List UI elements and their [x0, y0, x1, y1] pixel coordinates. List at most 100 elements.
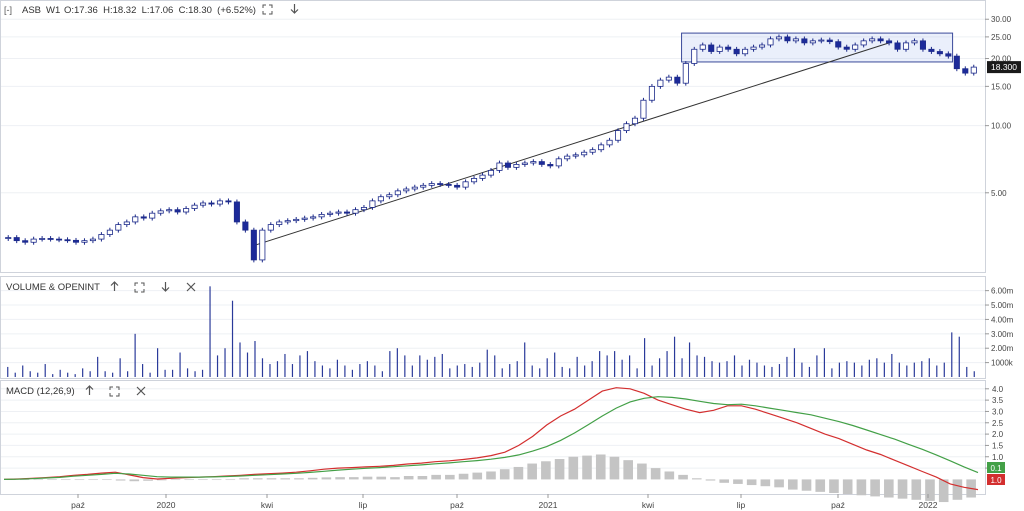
macd-end-tag-bg: [987, 462, 1005, 473]
collapse-icon[interactable]: [-]: [4, 5, 12, 15]
candle-body: [327, 212, 334, 215]
candle-body: [149, 212, 156, 219]
price-candle: [496, 160, 503, 173]
price-candle: [267, 222, 274, 233]
price-tick-label: 5.00: [991, 189, 1007, 198]
macd-tick-label: 1.5: [992, 441, 1004, 450]
macd-histogram-bar: [472, 472, 483, 480]
macd-histogram-bar: [650, 468, 661, 480]
candle-body: [454, 184, 461, 188]
candle-body: [665, 76, 672, 81]
price-candle: [106, 227, 113, 237]
candle-body: [13, 237, 20, 242]
candle-body: [962, 68, 969, 74]
candle-body: [640, 99, 647, 119]
price-candle: [775, 34, 782, 42]
symbol-label: ASB: [22, 5, 41, 16]
candle-body: [928, 48, 935, 52]
last-price-label: 18.300: [991, 62, 1017, 72]
price-candle: [377, 194, 384, 204]
price-candle: [394, 188, 401, 198]
volume-tick-label: 6.00m: [991, 287, 1014, 296]
price-candle: [657, 77, 664, 89]
expand-icon[interactable]: [262, 4, 273, 15]
candle-body: [174, 209, 181, 213]
price-candle: [750, 44, 757, 52]
price-candle: [564, 153, 571, 162]
macd-histogram-bar: [746, 479, 757, 486]
volume-panel: 1000k 2.00m 3.00m 4.00m 5.00m 6.00m VOLUME & …: [0, 276, 1014, 379]
candle-body: [200, 202, 207, 206]
expand-icon[interactable]: [134, 282, 145, 293]
candle-body: [733, 48, 740, 55]
candle-body: [479, 174, 486, 179]
last-price-tag: 18.300: [987, 61, 1021, 74]
price-candle: [919, 38, 926, 52]
price-candle: [445, 182, 452, 188]
price-candle: [581, 149, 588, 158]
price-candle: [140, 214, 147, 221]
price-candle: [665, 74, 672, 83]
candle-body: [877, 38, 884, 42]
x-tick-label: paź: [831, 500, 845, 510]
arrow-down-icon[interactable]: [161, 282, 170, 292]
price-candle: [886, 38, 893, 46]
arrow-up-icon[interactable]: [85, 385, 94, 395]
candle-body: [835, 41, 842, 48]
macd-histogram-bar: [143, 479, 153, 481]
macd-histogram-bar: [499, 469, 510, 480]
close-icon[interactable]: [136, 386, 146, 396]
candle-body: [843, 46, 850, 50]
candle-body: [343, 211, 351, 214]
candle-body: [809, 40, 816, 44]
price-candle: [89, 236, 96, 244]
candle-body: [377, 196, 384, 202]
price-candle: [784, 34, 791, 44]
candle-body: [394, 190, 401, 196]
candle-body: [132, 216, 139, 223]
candle-body: [183, 208, 190, 213]
price-candle: [318, 212, 325, 220]
price-candle: [852, 42, 859, 52]
macd-histogram-bar: [321, 477, 332, 480]
price-candle: [674, 74, 681, 86]
candle-body: [216, 200, 223, 205]
volume-panel-frame: [0, 276, 986, 379]
candle-body: [369, 200, 376, 208]
expand-icon[interactable]: [109, 386, 120, 397]
macd-histogram-bar: [431, 474, 441, 480]
macd-histogram-bar: [623, 460, 633, 480]
macd-series-line: [3, 387, 979, 491]
candle-body: [140, 216, 147, 219]
macd-histogram-bar: [335, 477, 345, 480]
candle-body: [547, 164, 554, 167]
volume-tick-label: 5.00m: [991, 301, 1014, 310]
price-tick-label: 25.00: [991, 33, 1012, 42]
price-candle: [589, 147, 596, 155]
macd-histogram-bar: [458, 473, 469, 480]
price-panel: 5.00 10.00 15.00 20.00 25.00 30.00 18.300 [-]…: [0, 0, 1021, 273]
price-candle: [792, 36, 799, 44]
price-candle: [962, 66, 969, 76]
macd-tick-label: 4.0: [992, 385, 1004, 394]
candle-body: [471, 178, 478, 183]
macd-histogram-bar: [719, 479, 730, 483]
candle-body: [411, 186, 418, 190]
arrow-down-icon[interactable]: [290, 4, 299, 14]
price-candle: [767, 36, 774, 48]
candle-body: [428, 183, 435, 186]
price-candle: [538, 159, 545, 167]
x-tick-label: paź: [450, 500, 464, 510]
candle-body: [487, 169, 495, 176]
candle-body: [47, 238, 54, 240]
candle-body: [725, 46, 732, 50]
candle-body: [22, 240, 29, 243]
volume-header: VOLUME & OPENINT: [6, 281, 196, 293]
candle-body: [437, 183, 444, 185]
price-grid: [1, 18, 985, 194]
arrow-up-icon[interactable]: [110, 281, 119, 291]
macd-histogram-bar: [252, 478, 263, 480]
close-icon[interactable]: [186, 282, 196, 292]
macd-tick-label: 1.0: [992, 453, 1004, 462]
macd-histogram-bar: [760, 479, 771, 487]
